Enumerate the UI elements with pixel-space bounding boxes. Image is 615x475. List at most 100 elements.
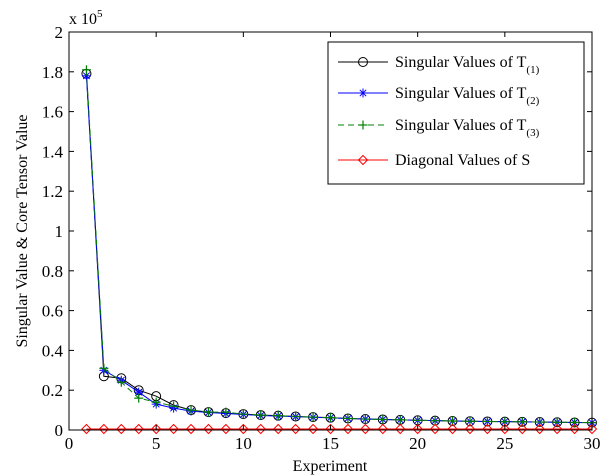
- marker-diamond: [81, 423, 92, 435]
- series-4-point: [360, 423, 371, 435]
- series-3-point: [186, 405, 196, 415]
- legend-item-2: Singular Values of T(2): [338, 85, 540, 107]
- legend-label: Singular Values of T(2): [395, 85, 540, 107]
- series-3-point: [378, 414, 388, 424]
- series-4-point: [342, 423, 354, 435]
- series-4-point: [290, 423, 301, 435]
- marker-diamond: [586, 423, 598, 435]
- series-3-point: [343, 413, 353, 423]
- series-3-point: [326, 413, 335, 423]
- marker-diamond: [150, 423, 162, 435]
- series-4-point: [464, 423, 476, 435]
- series-3-point: [291, 411, 301, 421]
- marker-diamond: [357, 154, 369, 166]
- series-4-point: [395, 423, 406, 435]
- series-4-point: [325, 423, 336, 435]
- marker-diamond: [238, 423, 249, 435]
- y-tick-label: 1.8: [42, 63, 63, 82]
- marker-circle: [358, 57, 368, 67]
- marker-diamond: [325, 423, 336, 435]
- marker-diamond: [569, 423, 580, 435]
- y-exponent-base: x 10: [69, 11, 97, 28]
- x-tick-label: 10: [235, 434, 252, 453]
- series-4-point: [220, 423, 232, 435]
- legend-label-subscript: (2): [526, 95, 539, 107]
- series-4-point: [586, 423, 598, 435]
- series-4-point: [98, 423, 110, 435]
- y-exponent-power: 5: [97, 8, 103, 20]
- x-tick-label: 25: [496, 434, 513, 453]
- series-3-point: [169, 401, 179, 411]
- plot-area: [81, 65, 598, 435]
- marker-asterisk-d2: [135, 388, 143, 396]
- series-3-point: [552, 417, 562, 427]
- series-4-point: [412, 423, 423, 435]
- series-4-point: [377, 423, 389, 435]
- series-4-point: [81, 423, 92, 435]
- marker-diamond: [429, 423, 441, 435]
- series-3-point: [273, 411, 283, 421]
- marker-diamond: [482, 423, 493, 435]
- series-3-point: [203, 407, 213, 417]
- marker-diamond: [360, 423, 371, 435]
- legend-swatch-marker: [358, 88, 368, 98]
- legend-label-main: Singular Values of T: [395, 54, 527, 71]
- marker-diamond: [272, 423, 284, 435]
- marker-diamond: [377, 423, 389, 435]
- legend-swatch-marker: [358, 57, 368, 67]
- legend-label: Diagonal Values of S: [395, 152, 530, 169]
- marker-diamond: [464, 423, 476, 435]
- series-3-point: [570, 417, 580, 427]
- x-axis-label: Experiment: [293, 458, 368, 475]
- legend-item-1: Singular Values of T(1): [338, 54, 540, 76]
- marker-diamond: [307, 423, 319, 435]
- series-4-point: [238, 423, 249, 435]
- marker-diamond: [203, 423, 214, 435]
- series-4-point: [569, 423, 580, 435]
- axes: 0 5 10 15 20 25 30 0 0.2 0.4 0.6 0.8 1 1.2 1.4 1.6 1.8 2: [42, 23, 601, 453]
- y-tick-label: 1.4: [42, 142, 64, 161]
- series-4-point: [133, 423, 144, 435]
- marker-diamond: [395, 423, 406, 435]
- series-3-point: [395, 415, 405, 425]
- series-3-point: [221, 407, 231, 417]
- legend-item-3: Singular Values of T(3): [338, 117, 540, 139]
- series-4-point: [429, 423, 441, 435]
- marker-diamond: [517, 423, 528, 435]
- y-tick-label: 1.6: [42, 103, 63, 122]
- marker-diamond: [290, 423, 301, 435]
- x-tick-label: 30: [584, 434, 601, 453]
- series-3-point: [430, 416, 440, 426]
- y-tick-label: 0.4: [42, 341, 64, 360]
- series-4-point: [185, 423, 197, 435]
- marker-diamond: [116, 423, 127, 435]
- series-4-point: [203, 423, 214, 435]
- series-4-point: [255, 423, 266, 435]
- series-4-point: [168, 423, 179, 435]
- x-tick-label: 5: [152, 434, 161, 453]
- series-4-point: [116, 423, 127, 435]
- marker-diamond: [499, 423, 511, 435]
- series-3-point: [238, 409, 248, 419]
- series-4-point: [150, 423, 162, 435]
- y-tick-label: 0.2: [42, 381, 63, 400]
- y-tick-label: 2: [55, 23, 64, 42]
- legend-item-4: Diagonal Values of S: [338, 152, 530, 169]
- series-3-point: [256, 410, 266, 420]
- x-tick-label: 15: [322, 434, 339, 453]
- marker-diamond: [412, 423, 423, 435]
- legend: Singular Values of T(1)Singular Values o…: [327, 41, 585, 185]
- series-4: [81, 423, 598, 435]
- legend-label: Singular Values of T(1): [395, 54, 540, 76]
- marker-diamond: [255, 423, 266, 435]
- legend-label: Singular Values of T(3): [395, 117, 540, 139]
- series-3-point: [99, 363, 109, 373]
- legend-swatch-marker: [357, 154, 369, 166]
- marker-asterisk-d2: [359, 89, 367, 97]
- marker-diamond: [534, 423, 545, 435]
- legend-label-subscript: (1): [526, 64, 539, 76]
- x-tick-label: 0: [65, 434, 74, 453]
- marker-diamond: [220, 423, 232, 435]
- series-4-point: [499, 423, 511, 435]
- marker-diamond: [447, 423, 458, 435]
